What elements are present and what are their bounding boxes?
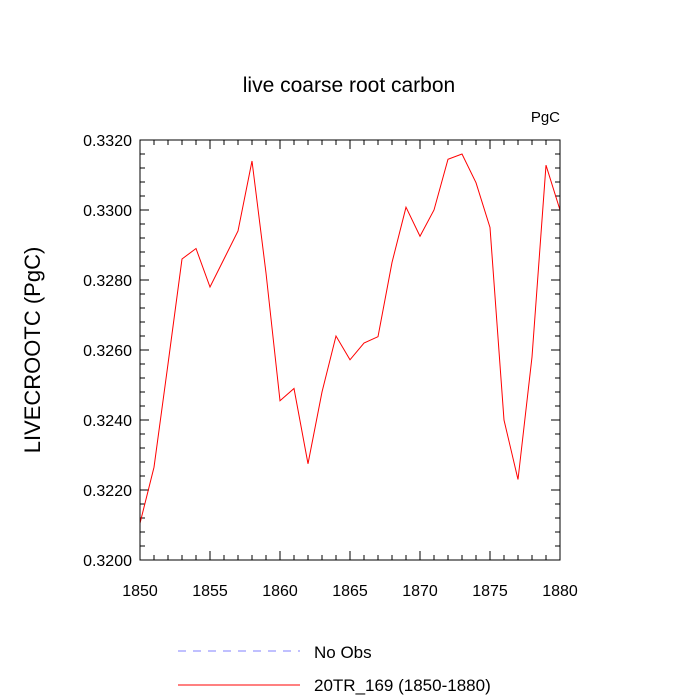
units-label: PgC: [531, 109, 560, 126]
x-tick-label: 1865: [332, 583, 368, 600]
series-line-1: [139, 153, 561, 524]
plot-area: [139, 153, 561, 524]
legend-label-no-obs: No Obs: [314, 643, 372, 662]
y-tick-label: 0.3200: [83, 553, 132, 570]
x-tick-label: 1870: [402, 583, 438, 600]
x-tick-label: 1850: [122, 583, 158, 600]
y-tick-label: 0.3300: [83, 203, 132, 220]
x-tick-label: 1855: [192, 583, 228, 600]
chart-title: live coarse root carbon: [243, 74, 455, 97]
legend: No Obs 20TR_169 (1850-1880): [178, 643, 491, 695]
y-tick-label: 0.3220: [83, 483, 132, 500]
x-tick-label: 1875: [472, 583, 508, 600]
y-tick-label: 0.3240: [83, 413, 132, 430]
plot-frame: [139, 139, 561, 561]
y-tick-label: 0.3260: [83, 343, 132, 360]
legend-label-20tr-169: 20TR_169 (1850-1880): [314, 676, 491, 695]
y-axis-label: LIVECROOTC (PgC): [20, 247, 45, 454]
axis-ticks: [139, 139, 561, 561]
x-tick-label: 1880: [542, 583, 578, 600]
axis-tick-labels: 1850 1855 1860 1865 1870 1875 1880 0.3200 0.3220…: [83, 133, 578, 600]
y-tick-label: 0.3280: [83, 273, 132, 290]
x-tick-label: 1860: [262, 583, 298, 600]
y-tick-label: 0.3320: [83, 133, 132, 150]
